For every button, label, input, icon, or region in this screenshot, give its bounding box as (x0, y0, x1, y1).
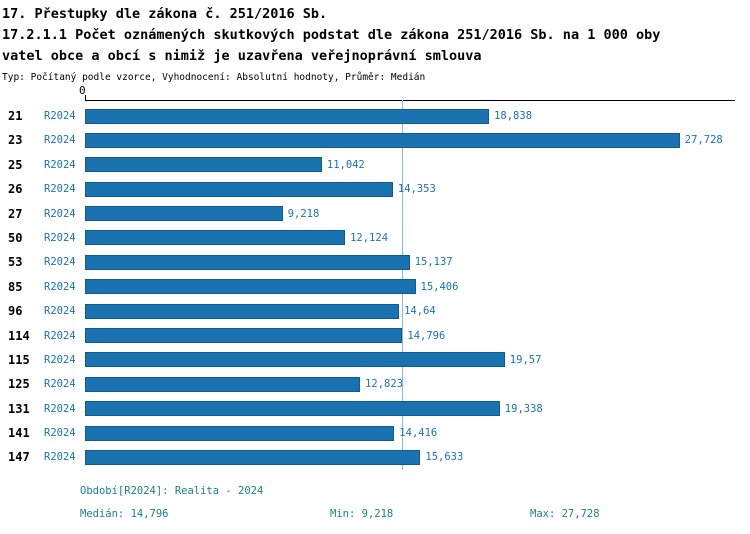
category-label: 141 (8, 426, 30, 441)
series-label: R2024 (44, 353, 76, 366)
series-label: R2024 (44, 305, 76, 318)
category-label: 26 (8, 182, 23, 197)
category-label: 50 (8, 230, 23, 245)
bar (85, 279, 416, 295)
series-label: R2024 (44, 402, 76, 415)
chart-rows: 21 R2024 18,838 23 R2024 27,728 25 R2024 11,042 2… (0, 104, 750, 470)
chart-row: 26 R2024 14,353 (0, 177, 750, 201)
bar (85, 206, 283, 222)
bar (85, 181, 393, 197)
value-label: 14,353 (397, 183, 436, 196)
chart-header: 17. Přestupky dle zákona č. 251/2016 Sb.… (2, 4, 748, 84)
chart-meta-line: Typ: Počítaný podle vzorce, Vyhodnocení:… (2, 72, 426, 83)
value-label: 19,338 (504, 402, 543, 415)
bar-chart: 0 21 R2024 18,838 23 R2024 27,728 25 R2024 11,04… (0, 84, 750, 476)
category-label: 25 (8, 157, 23, 172)
value-label: 14,796 (407, 329, 446, 342)
value-label: 15,633 (425, 451, 464, 464)
x-axis-tick (85, 95, 86, 100)
median-stat: Medián: 14,796 (80, 508, 169, 520)
bar (85, 449, 421, 465)
x-axis-line (85, 100, 735, 101)
max-stat: Max: 27,728 (530, 508, 600, 520)
category-label: 23 (8, 133, 23, 148)
chart-title-line2: vatel obce a obcí s nimiž je uzavřena ve… (2, 48, 482, 64)
min-stat: Min: 9,218 (330, 508, 394, 520)
category-label: 147 (8, 450, 30, 465)
bar (85, 352, 505, 368)
bar (85, 376, 361, 392)
category-label: 114 (8, 328, 30, 343)
series-label: R2024 (44, 231, 76, 244)
chart-row: 141 R2024 14,416 (0, 421, 750, 445)
chart-row: 131 R2024 19,338 (0, 397, 750, 421)
axis-zero-label: 0 (79, 84, 86, 97)
bar (85, 401, 500, 417)
category-label: 125 (8, 377, 30, 392)
chart-row: 115 R2024 19,57 (0, 348, 750, 372)
series-label: R2024 (44, 256, 76, 269)
chart-title-line1: 17.2.1.1 Počet oznámených skutkových pod… (2, 27, 661, 43)
series-label: R2024 (44, 110, 76, 122)
chart-row: 50 R2024 12,124 (0, 226, 750, 250)
chart-row: 21 R2024 18,838 (0, 104, 750, 128)
chart-row: 125 R2024 12,823 (0, 372, 750, 396)
bar (85, 108, 490, 124)
value-label: 12,823 (365, 378, 404, 391)
value-label: 15,406 (420, 280, 459, 293)
value-label: 14,416 (399, 427, 438, 440)
category-label: 27 (8, 206, 23, 221)
category-label: 131 (8, 401, 30, 416)
category-label: 85 (8, 279, 23, 294)
period-label: Období[R2024]: Realita - 2024 (80, 485, 264, 497)
series-label: R2024 (44, 134, 76, 147)
category-label: 96 (8, 304, 23, 319)
bar (85, 328, 403, 344)
chart-row: 96 R2024 14,64 (0, 299, 750, 323)
bar (85, 157, 322, 173)
series-label: R2024 (44, 207, 76, 220)
value-label: 27,728 (684, 134, 723, 147)
bar (85, 425, 395, 441)
value-label: 14,64 (404, 305, 436, 318)
chart-row: 114 R2024 14,796 (0, 324, 750, 348)
value-label: 19,57 (509, 353, 542, 366)
series-label: R2024 (44, 329, 76, 342)
series-label: R2024 (44, 183, 76, 196)
category-label: 21 (8, 109, 23, 123)
bar (85, 254, 410, 270)
series-label: R2024 (44, 451, 76, 464)
category-label: 53 (8, 255, 23, 270)
value-label: 15,137 (414, 256, 453, 269)
bar (85, 132, 680, 148)
chart-row: 53 R2024 15,137 (0, 250, 750, 274)
chart-row: 147 R2024 15,633 (0, 445, 750, 469)
chart-row: 85 R2024 15,406 (0, 275, 750, 299)
series-label: R2024 (44, 158, 76, 171)
chart-row: 27 R2024 9,218 (0, 202, 750, 226)
series-label: R2024 (44, 427, 76, 440)
report-section-title: 17. Přestupky dle zákona č. 251/2016 Sb. (2, 6, 328, 22)
value-label: 11,042 (326, 158, 365, 171)
chart-row: 23 R2024 27,728 (0, 128, 750, 152)
category-label: 115 (8, 352, 30, 367)
bar (85, 230, 346, 246)
value-label: 9,218 (287, 207, 320, 220)
series-label: R2024 (44, 280, 76, 293)
value-label: 18,838 (494, 110, 533, 122)
chart-row: 25 R2024 11,042 (0, 153, 750, 177)
bar (85, 303, 400, 319)
value-label: 12,124 (350, 231, 389, 244)
series-label: R2024 (44, 378, 76, 391)
